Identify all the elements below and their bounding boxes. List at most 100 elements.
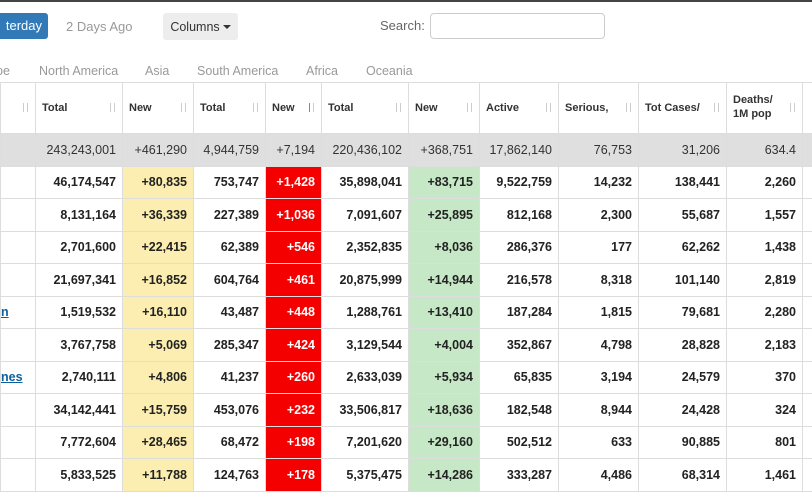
total-cell: +461,290 <box>122 133 194 167</box>
table-cell: 4,798 <box>558 328 639 362</box>
active-cases-header[interactable]: Active <box>479 82 559 134</box>
header-label: Total <box>42 102 68 114</box>
table-cell: 55,687 <box>638 198 727 232</box>
table-cell: 5,833,525 <box>35 458 123 492</box>
sort-icon <box>394 102 404 114</box>
table-cell: 46,174,547 <box>35 165 123 199</box>
table-cell <box>802 328 812 362</box>
table-cell: 68,314 <box>638 458 727 492</box>
table-cell <box>802 263 812 297</box>
table-cell: 34,142,441 <box>35 393 123 427</box>
table-cell: 1,557 <box>726 198 803 232</box>
total-cases-header[interactable]: Total <box>35 82 123 134</box>
table-cell: +198 <box>265 425 322 459</box>
country-cell <box>0 198 36 232</box>
serious-critical-header[interactable]: Serious, <box>558 82 639 134</box>
table-cell: 812,168 <box>479 198 559 232</box>
new-cases-header[interactable]: New <box>122 82 194 134</box>
search-input[interactable] <box>430 13 605 39</box>
table-cell: 20,875,999 <box>321 263 409 297</box>
table-cell: 1,288,761 <box>321 295 409 329</box>
total-deaths-header[interactable]: Total <box>193 82 266 134</box>
table-cell <box>802 230 812 264</box>
table-cell: 68,472 <box>193 425 266 459</box>
table-cell: 2,183 <box>726 328 803 362</box>
table-cell: 753,747 <box>193 165 266 199</box>
table-cell: 1,519,532 <box>35 295 123 329</box>
table-cell: 4,486 <box>558 458 639 492</box>
country-column-header[interactable] <box>0 82 36 134</box>
table-cell: +8,036 <box>408 230 480 264</box>
table-cell: 285,347 <box>193 328 266 362</box>
table-cell: 502,512 <box>479 425 559 459</box>
next-column-header[interactable] <box>802 82 812 134</box>
table-cell: 33,506,817 <box>321 393 409 427</box>
table-row: nes 2,740,111 +4,806 41,237 +260 2,633,039 +5,… <box>0 360 812 394</box>
table-cell: 182,548 <box>479 393 559 427</box>
total-cell: 634.4 <box>726 133 803 167</box>
table-cell: +15,759 <box>122 393 194 427</box>
country-link[interactable]: nes <box>1 370 23 385</box>
table-cell: 2,280 <box>726 295 803 329</box>
header-label: Total <box>328 102 354 114</box>
table-cell: +5,934 <box>408 360 480 394</box>
sort-icon <box>624 102 634 114</box>
table-cell: 2,819 <box>726 263 803 297</box>
tab-north-america[interactable]: North America <box>39 64 119 78</box>
table-cell: 8,131,164 <box>35 198 123 232</box>
total-recovered-header[interactable]: Total <box>321 82 409 134</box>
new-deaths-header[interactable]: New <box>265 82 322 134</box>
country-cell <box>0 165 36 199</box>
table-cell: 24,579 <box>638 360 727 394</box>
table-cell: 352,867 <box>479 328 559 362</box>
sort-icon <box>544 102 554 114</box>
table-cell: +461 <box>265 263 322 297</box>
table-cell: 227,389 <box>193 198 266 232</box>
top-border <box>0 0 812 2</box>
table-cell: 43,487 <box>193 295 266 329</box>
table-cell: 7,091,607 <box>321 198 409 232</box>
table-cell: +11,788 <box>122 458 194 492</box>
yesterday-button[interactable]: terday <box>0 13 48 39</box>
table-cell <box>802 165 812 199</box>
table-cell: 21,697,341 <box>35 263 123 297</box>
tab-europe[interactable]: pe <box>0 64 10 78</box>
country-cell <box>0 458 36 492</box>
table-cell: 24,428 <box>638 393 727 427</box>
table-cell: 14,232 <box>558 165 639 199</box>
table-cell: 1,461 <box>726 458 803 492</box>
new-recovered-header[interactable]: New <box>408 82 480 134</box>
columns-dropdown-button[interactable]: Columns <box>163 13 238 40</box>
table-cell <box>802 425 812 459</box>
table-cell: +448 <box>265 295 322 329</box>
cases-per-million-header[interactable]: Tot Cases/ <box>638 82 727 134</box>
tab-south-america[interactable]: South America <box>197 64 279 78</box>
table-cell: 65,835 <box>479 360 559 394</box>
table-cell: 187,284 <box>479 295 559 329</box>
table-row: 5,833,525 +11,788 124,763 +178 5,375,475 +14,… <box>0 458 812 492</box>
header-label: Deaths/ <box>733 94 773 106</box>
table-cell <box>802 360 812 394</box>
table-cell: +22,415 <box>122 230 194 264</box>
country-cell <box>0 328 36 362</box>
tab-africa[interactable]: Africa <box>306 64 338 78</box>
table-cell: 801 <box>726 425 803 459</box>
table-cell: 41,237 <box>193 360 266 394</box>
header-label: New <box>272 102 295 114</box>
table-cell: +29,160 <box>408 425 480 459</box>
country-link[interactable]: n <box>1 305 9 320</box>
table-cell <box>802 458 812 492</box>
table-cell: +232 <box>265 393 322 427</box>
tab-oceania[interactable]: Oceania <box>366 64 413 78</box>
table-cell: 333,287 <box>479 458 559 492</box>
deaths-per-million-header[interactable]: Deaths/1M pop <box>726 82 803 134</box>
two-days-ago-button[interactable]: 2 Days Ago <box>60 13 139 39</box>
table-cell: +178 <box>265 458 322 492</box>
table-cell: 286,376 <box>479 230 559 264</box>
table-cell: 90,885 <box>638 425 727 459</box>
table-cell: 3,767,758 <box>35 328 123 362</box>
table-cell: 1,438 <box>726 230 803 264</box>
tab-asia[interactable]: Asia <box>145 64 170 78</box>
sort-icon <box>21 102 31 114</box>
sort-icon <box>465 102 475 114</box>
